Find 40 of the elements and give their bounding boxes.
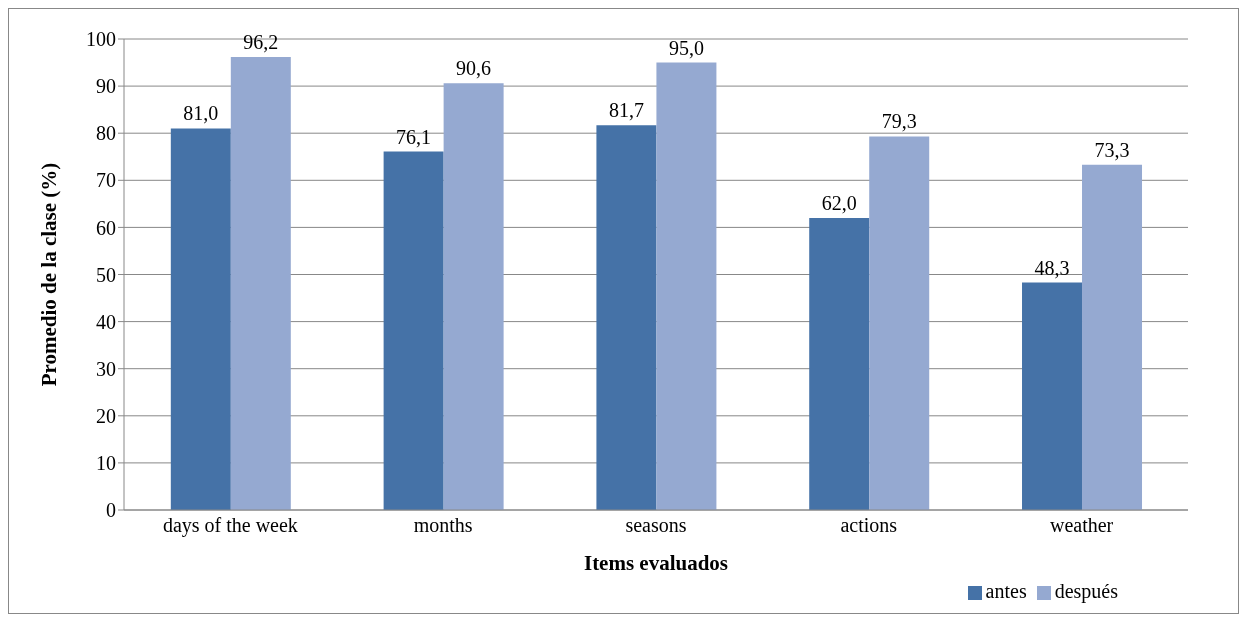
x-axis-title: Items evaluados bbox=[583, 551, 729, 575]
x-tick-label: seasons bbox=[625, 514, 687, 537]
x-tick-label: weather bbox=[1049, 514, 1114, 537]
y-tick-label: 60 bbox=[96, 216, 116, 239]
x-tick-label: actions bbox=[840, 514, 898, 537]
bar bbox=[1082, 164, 1143, 510]
y-tick-label: 100 bbox=[86, 28, 116, 51]
bar bbox=[1022, 282, 1083, 510]
y-tick-label: 20 bbox=[96, 404, 116, 427]
data-label: 73,3 bbox=[1094, 138, 1130, 161]
data-label: 79,3 bbox=[881, 110, 917, 133]
bar bbox=[230, 56, 291, 510]
data-label: 81,7 bbox=[608, 99, 644, 122]
y-tick-label: 30 bbox=[96, 357, 116, 380]
bar bbox=[170, 128, 231, 510]
y-tick-label: 80 bbox=[96, 122, 116, 145]
x-tick-label: months bbox=[413, 514, 473, 537]
y-tick-label: 70 bbox=[96, 169, 116, 192]
y-axis-title: Promedio de la clase (%) bbox=[37, 162, 62, 387]
y-tick-label: 10 bbox=[96, 452, 116, 474]
bar bbox=[383, 151, 444, 510]
data-label: 81,0 bbox=[183, 102, 219, 125]
data-label: 76,1 bbox=[396, 125, 432, 148]
x-tick-label: days of the week bbox=[162, 514, 298, 538]
legend-label: después bbox=[1054, 580, 1118, 602]
y-tick-label: 50 bbox=[96, 263, 116, 286]
bar bbox=[596, 125, 657, 510]
data-label: 90,6 bbox=[456, 57, 492, 80]
data-label: 95,0 bbox=[668, 36, 704, 59]
y-tick-label: 90 bbox=[96, 75, 116, 98]
bar bbox=[656, 62, 717, 510]
y-tick-label: 40 bbox=[96, 310, 116, 333]
data-label: 62,0 bbox=[821, 191, 857, 214]
bar bbox=[809, 217, 870, 510]
data-label: 48,3 bbox=[1034, 256, 1070, 279]
data-label: 96,2 bbox=[243, 30, 279, 53]
bar bbox=[869, 136, 930, 510]
bar bbox=[443, 83, 504, 510]
legend-label: antes bbox=[985, 580, 1027, 602]
y-tick-label: 0 bbox=[106, 499, 116, 522]
